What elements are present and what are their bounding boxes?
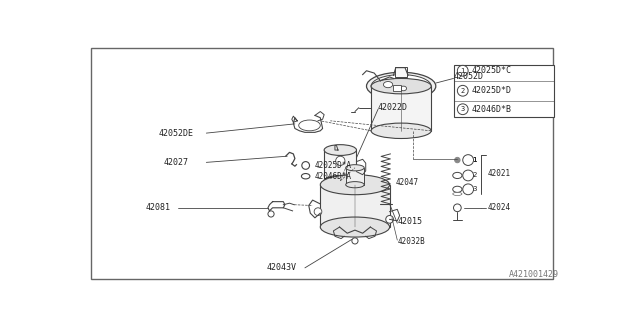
Bar xyxy=(324,150,356,181)
Ellipse shape xyxy=(383,82,393,88)
Bar xyxy=(371,86,431,131)
Text: 42021: 42021 xyxy=(488,169,511,179)
Text: 42025D*D: 42025D*D xyxy=(472,86,512,95)
Ellipse shape xyxy=(320,217,390,237)
Ellipse shape xyxy=(452,192,462,196)
Circle shape xyxy=(352,238,358,244)
Bar xyxy=(395,67,407,77)
Text: 2: 2 xyxy=(461,88,465,94)
Ellipse shape xyxy=(324,145,356,156)
Text: A421001429: A421001429 xyxy=(509,270,559,279)
Text: 42022D: 42022D xyxy=(378,103,408,112)
Ellipse shape xyxy=(324,175,356,186)
Text: 42043V: 42043V xyxy=(266,263,296,272)
Circle shape xyxy=(454,157,460,163)
Text: 1: 1 xyxy=(472,157,476,163)
Ellipse shape xyxy=(301,173,310,179)
Circle shape xyxy=(386,215,394,223)
Text: 2: 2 xyxy=(472,172,477,179)
Ellipse shape xyxy=(401,86,406,91)
Text: 42027: 42027 xyxy=(164,158,189,167)
Ellipse shape xyxy=(452,186,462,192)
Text: 3: 3 xyxy=(472,186,477,192)
Ellipse shape xyxy=(371,123,431,139)
Bar xyxy=(346,168,364,185)
Circle shape xyxy=(454,204,461,212)
Circle shape xyxy=(268,211,274,217)
Circle shape xyxy=(458,85,468,96)
Circle shape xyxy=(463,184,474,195)
Circle shape xyxy=(314,208,322,215)
Text: 42047: 42047 xyxy=(396,178,419,187)
Text: 42046D*B: 42046D*B xyxy=(472,105,512,114)
Bar xyxy=(394,84,401,91)
Bar xyxy=(454,65,554,117)
Circle shape xyxy=(463,155,474,165)
Text: 42052D: 42052D xyxy=(454,72,483,81)
Text: 1: 1 xyxy=(472,157,476,163)
Text: 1: 1 xyxy=(461,68,465,74)
Text: 42081: 42081 xyxy=(145,203,170,212)
Circle shape xyxy=(458,65,468,76)
Text: 42046D*A: 42046D*A xyxy=(314,172,351,181)
Circle shape xyxy=(463,170,474,181)
Text: 42025D*A: 42025D*A xyxy=(314,161,351,170)
Circle shape xyxy=(458,104,468,115)
Ellipse shape xyxy=(346,165,364,171)
Text: 3: 3 xyxy=(461,106,465,112)
Text: 42025D*C: 42025D*C xyxy=(472,66,512,75)
Circle shape xyxy=(336,156,345,165)
Bar xyxy=(320,185,390,227)
Ellipse shape xyxy=(452,172,462,179)
Ellipse shape xyxy=(320,175,390,195)
Circle shape xyxy=(302,162,310,169)
Text: 42015: 42015 xyxy=(397,217,422,226)
Ellipse shape xyxy=(371,78,431,94)
Ellipse shape xyxy=(346,182,364,188)
Text: 42024: 42024 xyxy=(488,203,511,212)
Text: 42032B: 42032B xyxy=(397,237,425,246)
Text: 1: 1 xyxy=(472,157,477,163)
Ellipse shape xyxy=(371,75,431,98)
Text: 42052DE: 42052DE xyxy=(159,129,193,138)
Ellipse shape xyxy=(367,72,436,100)
